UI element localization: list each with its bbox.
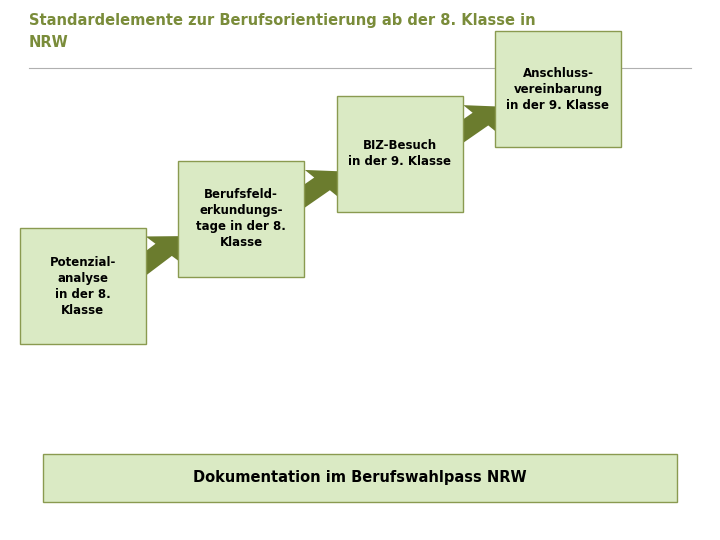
- Text: Berufsfeld-
erkundungs-
tage in der 8.
Klasse: Berufsfeld- erkundungs- tage in der 8. K…: [197, 188, 286, 249]
- Text: Dokumentation im Berufswahlpass NRW: Dokumentation im Berufswahlpass NRW: [193, 470, 527, 485]
- FancyBboxPatch shape: [179, 160, 304, 276]
- FancyBboxPatch shape: [495, 31, 621, 147]
- Polygon shape: [289, 170, 341, 207]
- Text: BIZ-Besuch
in der 9. Klasse: BIZ-Besuch in der 9. Klasse: [348, 139, 451, 168]
- Text: Standardelemente zur Berufsorientierung ab der 8. Klasse in: Standardelemente zur Berufsorientierung …: [29, 14, 536, 29]
- Polygon shape: [448, 105, 498, 143]
- Polygon shape: [130, 236, 181, 275]
- FancyBboxPatch shape: [43, 454, 677, 502]
- Text: Anschluss-
vereinbarung
in der 9. Klasse: Anschluss- vereinbarung in der 9. Klasse: [506, 66, 610, 112]
- Text: NRW: NRW: [29, 35, 68, 50]
- FancyBboxPatch shape: [20, 228, 145, 345]
- Text: Potenzial-
analyse
in der 8.
Klasse: Potenzial- analyse in der 8. Klasse: [50, 256, 116, 316]
- FancyBboxPatch shape: [337, 96, 463, 212]
